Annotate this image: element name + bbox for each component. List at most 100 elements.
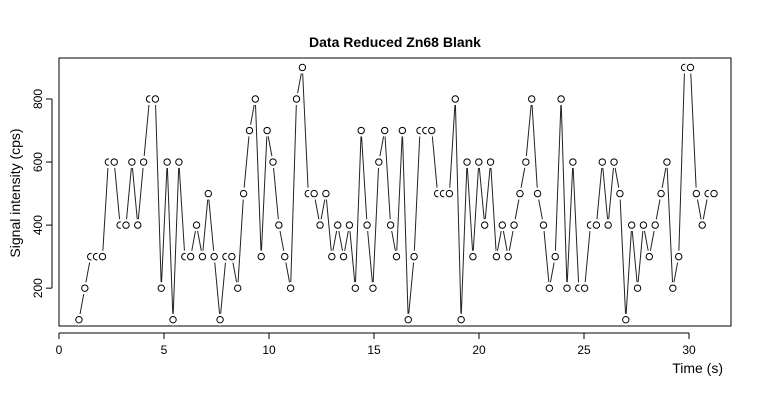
data-point bbox=[522, 158, 530, 166]
x-tick-label: 20 bbox=[472, 343, 486, 357]
data-point bbox=[528, 95, 536, 103]
data-point bbox=[322, 189, 330, 198]
x-axis-label: Time (s) bbox=[672, 360, 723, 376]
data-point bbox=[669, 284, 677, 292]
data-point bbox=[675, 252, 683, 261]
data-point bbox=[398, 126, 407, 135]
data-point bbox=[657, 189, 665, 198]
x-tick-label: 0 bbox=[56, 343, 63, 357]
data-point bbox=[128, 158, 136, 166]
data-point bbox=[475, 158, 483, 166]
data-point bbox=[627, 221, 636, 229]
data-point bbox=[457, 315, 465, 324]
data-point bbox=[545, 284, 554, 292]
data-point bbox=[692, 189, 701, 198]
data-point bbox=[610, 158, 618, 166]
data-point bbox=[651, 221, 659, 229]
data-point bbox=[251, 95, 260, 103]
data-point bbox=[110, 158, 118, 166]
data-point bbox=[698, 221, 706, 229]
data-point bbox=[686, 63, 695, 72]
data-point bbox=[557, 95, 565, 103]
data-point bbox=[363, 221, 371, 229]
data-point bbox=[569, 158, 577, 166]
x-tick-label: 5 bbox=[161, 343, 168, 357]
data-point bbox=[533, 189, 542, 198]
data-point bbox=[633, 284, 642, 292]
data-point bbox=[163, 158, 171, 166]
data-point bbox=[345, 221, 354, 229]
y-axis-label: Signal intensity (cps) bbox=[7, 128, 23, 257]
plot-frame bbox=[58, 57, 732, 327]
data-point bbox=[175, 158, 183, 166]
x-tick-label: 15 bbox=[367, 343, 381, 357]
y-tick-label: 800 bbox=[31, 89, 45, 109]
data-point bbox=[645, 252, 654, 261]
data-point bbox=[563, 284, 571, 292]
data-point bbox=[263, 126, 271, 135]
data-point bbox=[245, 126, 254, 135]
data-point bbox=[210, 252, 218, 261]
data-point bbox=[492, 252, 501, 261]
y-tick-label: 600 bbox=[31, 152, 45, 172]
data-point bbox=[192, 221, 201, 229]
data-point bbox=[339, 252, 348, 261]
data-point bbox=[316, 221, 324, 229]
data-point bbox=[386, 221, 395, 229]
data-point bbox=[616, 189, 624, 198]
data-points bbox=[72, 61, 720, 326]
data-point bbox=[169, 315, 177, 324]
data-point bbox=[392, 252, 401, 261]
data-point bbox=[410, 252, 418, 261]
chart-title: Data Reduced Zn68 Blank bbox=[309, 34, 481, 50]
x-tick-label: 25 bbox=[577, 343, 591, 357]
data-point bbox=[510, 221, 518, 229]
data-point bbox=[216, 315, 224, 324]
data-point bbox=[228, 252, 236, 261]
data-point bbox=[257, 252, 265, 261]
data-point bbox=[351, 284, 360, 292]
data-point bbox=[139, 158, 148, 166]
data-point bbox=[445, 189, 454, 198]
data-point bbox=[516, 189, 524, 198]
data-point bbox=[310, 189, 318, 198]
data-point bbox=[357, 126, 365, 135]
data-point bbox=[404, 315, 412, 324]
data-point bbox=[580, 284, 589, 292]
data-point bbox=[286, 284, 295, 292]
y-tick-label: 200 bbox=[31, 278, 45, 298]
data-point bbox=[622, 315, 630, 324]
data-point bbox=[81, 284, 89, 292]
data-point bbox=[333, 221, 342, 229]
data-point bbox=[604, 221, 612, 229]
data-point bbox=[198, 252, 207, 261]
data-point bbox=[498, 221, 507, 229]
data-point bbox=[592, 221, 601, 229]
data-point bbox=[480, 221, 489, 229]
data-point bbox=[151, 95, 160, 103]
data-point bbox=[98, 252, 107, 261]
data-point bbox=[239, 189, 248, 198]
data-point bbox=[663, 158, 671, 166]
y-axis: 200 400 600 800 bbox=[31, 89, 53, 298]
data-point bbox=[375, 158, 383, 166]
y-tick-label: 400 bbox=[31, 215, 45, 235]
data-point bbox=[469, 252, 477, 261]
data-point bbox=[463, 158, 471, 166]
data-point bbox=[234, 284, 242, 292]
data-point bbox=[281, 252, 289, 261]
data-point bbox=[269, 158, 277, 166]
data-point bbox=[451, 95, 459, 103]
data-point bbox=[298, 63, 307, 72]
data-point bbox=[710, 189, 718, 198]
data-point bbox=[486, 158, 495, 166]
data-point bbox=[539, 221, 548, 229]
data-point bbox=[292, 95, 301, 103]
data-point bbox=[275, 221, 283, 229]
x-tick-label: 10 bbox=[262, 343, 276, 357]
data-point bbox=[428, 126, 436, 135]
data-point bbox=[504, 252, 512, 261]
data-point bbox=[157, 284, 165, 292]
data-point bbox=[204, 189, 213, 198]
data-point bbox=[328, 252, 336, 261]
